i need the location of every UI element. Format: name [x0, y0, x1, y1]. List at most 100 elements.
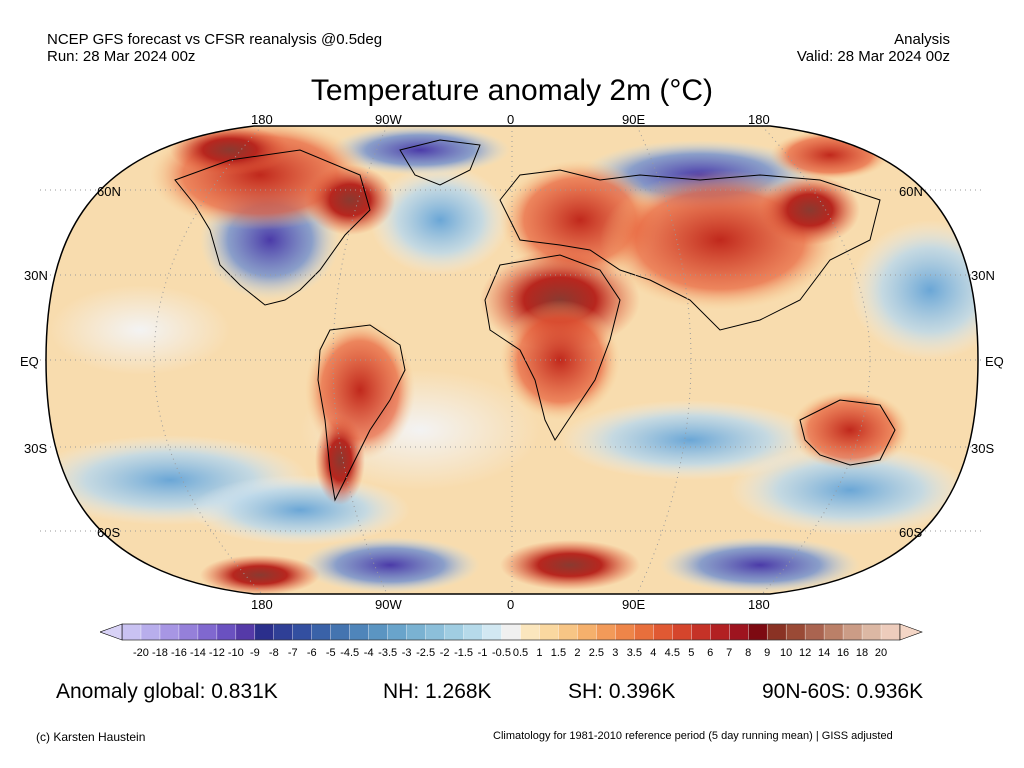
south-america-outline: [317, 324, 406, 502]
colorbar-cell: [729, 623, 749, 641]
lon-label-0-bottom: 0: [507, 597, 515, 612]
colorbar-cell: [425, 623, 446, 641]
lat-label-60n-left: 60N: [97, 184, 121, 199]
header-analysis-text: Analysis: [894, 31, 950, 48]
colorbar-tick-label: -10: [228, 647, 244, 659]
colorbar-tick-label: -14: [190, 647, 206, 659]
eurasia-outline: [499, 169, 881, 331]
east-pacific-neutral: [50, 285, 230, 375]
colorbar-cell: [121, 623, 142, 641]
colorbar-cell: [558, 623, 578, 641]
lon-label-90w-bottom: 90W: [375, 597, 402, 612]
colorbar-cell: [710, 623, 730, 641]
colorbar-cell: [463, 623, 484, 641]
colorbar-cell: [387, 623, 408, 641]
colorbar-tick-label: -3.5: [378, 647, 397, 659]
colorbar-cell: [311, 623, 332, 641]
colorbar-tick-label: 1: [536, 647, 542, 659]
colorbar-tick-label: -7: [288, 647, 298, 659]
lat-label-eq-left: EQ: [20, 354, 39, 369]
antarctica-west-cold: [300, 537, 480, 593]
lat-label-60n-right: 60N: [899, 184, 923, 199]
colorbar-cell: [653, 623, 673, 641]
footer-climatology-note: Climatology for 1981-2010 reference peri…: [493, 730, 893, 742]
colorbar-cell: [501, 623, 521, 641]
colorbar-tick-label: 14: [818, 647, 830, 659]
colorbar-cell: [842, 623, 863, 641]
colorbar-cell: [235, 623, 256, 641]
colorbar-cell: [273, 623, 294, 641]
colorbar-tick-label: 2: [574, 647, 580, 659]
colorbar-tick-label: -5: [326, 647, 336, 659]
colorbar-right-arrow: [899, 623, 923, 641]
colorbar-cell: [178, 623, 199, 641]
colorbar-tick-label: 10: [780, 647, 792, 659]
colorbar-cell: [349, 623, 370, 641]
colorbar-cells: [121, 623, 901, 641]
colorbar: -20 -18 -16 -14 -12 -10 -9 -8 -7 -6 -5 -4.5 -4 -3.5 -3…: [100, 623, 923, 659]
colorbar-cell: [482, 623, 503, 641]
patagonia-hot: [315, 415, 365, 505]
lon-label-90e-top: 90E: [622, 112, 646, 127]
colorbar-tick-label: -12: [209, 647, 225, 659]
header-valid-text: Valid: 28 Mar 2024 00z: [796, 48, 950, 65]
colorbar-tick-label: 5: [688, 647, 694, 659]
map-title: Temperature anomaly 2m (°C): [310, 74, 714, 107]
colorbar-tick-label: 1.5: [551, 647, 566, 659]
ross-sea-hot: [200, 555, 320, 594]
alaska-hot: [170, 126, 290, 175]
colorbar-cell: [861, 623, 882, 641]
colorbar-labels: -20 -18 -16 -14 -12 -10 -9 -8 -7 -6 -5 -4.5 -4 -3.5 -3…: [133, 647, 887, 659]
anomaly-field: [46, 126, 978, 594]
colorbar-tick-label: -4: [364, 647, 374, 659]
colorbar-tick-label: -2: [440, 647, 450, 659]
colorbar-cell: [634, 623, 654, 641]
north-america-outline: [174, 149, 371, 306]
colorbar-left-arrow: [100, 623, 123, 641]
stat-nh: NH: 1.268K: [383, 680, 492, 703]
colorbar-cell: [444, 623, 465, 641]
australia-warm: [790, 390, 910, 470]
colorbar-cell: [330, 623, 351, 641]
colorbar-tick-label: -1.5: [454, 647, 473, 659]
north-pacific-cool: [850, 220, 978, 360]
antarctica-hot: [500, 540, 640, 590]
colorbar-cell: [577, 623, 597, 641]
colorbar-tick-label: 0.5: [513, 647, 528, 659]
colorbar-tick-label: -20: [133, 647, 149, 659]
australia-outline: [799, 399, 896, 466]
lon-label-180-top: 180: [251, 112, 273, 127]
lon-label-90e-bottom: 90E: [622, 597, 646, 612]
colorbar-cell: [197, 623, 218, 641]
indian-ocean-cool: [560, 400, 820, 480]
header-model-text: NCEP GFS forecast vs CFSR reanalysis @0.…: [47, 31, 383, 48]
colorbar-cell: [140, 623, 161, 641]
colorbar-tick-label: 18: [856, 647, 868, 659]
colorbar-cell: [539, 623, 559, 641]
colorbar-tick-label: -18: [152, 647, 168, 659]
stat-global: Anomaly global: 0.831K: [56, 680, 278, 703]
lat-label-60s-left: 60S: [97, 525, 121, 540]
north-atlantic-cool: [370, 165, 510, 275]
colorbar-tick-label: -0.5: [492, 647, 511, 659]
header-run-text: Run: 28 Mar 2024 00z: [47, 48, 196, 65]
africa-outline: [484, 254, 621, 441]
lat-label-eq-right: EQ: [985, 354, 1004, 369]
footer-credit: (c) Karsten Haustein: [36, 730, 146, 744]
colorbar-tick-label: -8: [269, 647, 279, 659]
colorbar-tick-label: 16: [837, 647, 849, 659]
colorbar-tick-label: 3: [612, 647, 618, 659]
lon-label-0-top: 0: [507, 112, 515, 127]
greenland-cold: [330, 126, 510, 175]
south-pacific-cool-2: [190, 475, 410, 545]
colorbar-cell: [368, 623, 389, 641]
lon-label-180e-bottom: 180: [748, 597, 770, 612]
colorbar-cell: [804, 623, 825, 641]
colorbar-tick-label: 2.5: [589, 647, 604, 659]
lat-label-30n-left: 30N: [24, 268, 48, 283]
colorbar-tick-label: -2.5: [416, 647, 435, 659]
hudson-hot: [305, 165, 395, 235]
colorbar-tick-label: -1: [478, 647, 488, 659]
lon-label-90w-top: 90W: [375, 112, 402, 127]
colorbar-cell: [292, 623, 313, 641]
